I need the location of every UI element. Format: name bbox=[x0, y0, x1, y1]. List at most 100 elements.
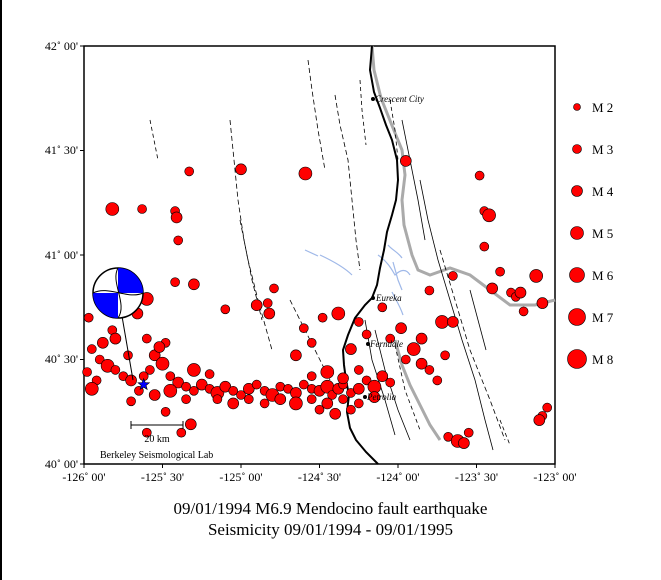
legend-circle-m7 bbox=[568, 308, 586, 326]
event-marker bbox=[181, 381, 191, 392]
event-marker bbox=[250, 299, 263, 312]
label-ferndale: Ferndale bbox=[369, 339, 403, 349]
event-marker bbox=[153, 341, 166, 353]
event-marker bbox=[317, 312, 328, 323]
event-marker bbox=[269, 283, 279, 294]
lat-label-40-30: 40˚ 30' bbox=[45, 352, 78, 366]
credit-label: Berkeley Seismological Lab bbox=[100, 450, 213, 461]
page-edge-rule bbox=[0, 0, 2, 580]
event-marker bbox=[94, 354, 105, 365]
event-marker bbox=[424, 285, 435, 296]
event-marker bbox=[415, 357, 428, 370]
axis-ticks bbox=[80, 45, 556, 468]
legend-label-m4: M 4 bbox=[592, 184, 614, 199]
event-marker bbox=[185, 418, 197, 431]
legend-label-m3: M 3 bbox=[592, 142, 613, 157]
event-marker bbox=[432, 375, 443, 386]
event-marker bbox=[448, 271, 458, 281]
state-border bbox=[370, 45, 556, 307]
event-marker bbox=[263, 307, 276, 320]
event-marker bbox=[160, 406, 171, 417]
lon-label-123-30: -123˚ 30' bbox=[455, 470, 498, 484]
lon-label-123: -123˚ 00' bbox=[533, 470, 576, 484]
event-marker bbox=[479, 241, 490, 252]
event-marker bbox=[82, 367, 92, 377]
event-marker bbox=[536, 297, 549, 309]
event-marker bbox=[227, 397, 239, 410]
event-marker bbox=[243, 382, 255, 395]
event-marker bbox=[361, 375, 372, 386]
event-marker bbox=[458, 437, 470, 449]
event-marker bbox=[290, 349, 302, 362]
event-marker bbox=[274, 393, 287, 406]
event-marker bbox=[377, 302, 388, 313]
legend-circle-m3 bbox=[572, 144, 582, 154]
event-marker bbox=[400, 354, 411, 365]
event-marker bbox=[236, 390, 246, 400]
lat-label-41-30: 41˚ 30' bbox=[45, 143, 78, 157]
place-markers bbox=[363, 97, 375, 399]
event-marker bbox=[181, 394, 191, 405]
event-marker bbox=[435, 315, 449, 329]
event-marker bbox=[399, 155, 412, 167]
lat-label-40: 40˚ 00' bbox=[45, 457, 78, 471]
caption-title: 09/01/1994 M6.9 Mendocino fault earthqua… bbox=[173, 499, 488, 518]
lon-label-126: -126˚ 00' bbox=[62, 470, 105, 484]
event-marker bbox=[306, 394, 317, 405]
event-marker bbox=[352, 382, 365, 395]
event-marker bbox=[306, 337, 317, 348]
event-marker bbox=[329, 407, 342, 420]
event-marker bbox=[176, 427, 187, 438]
label-petrolia: Petrolia bbox=[366, 392, 397, 402]
event-marker bbox=[518, 306, 529, 317]
water-bodies bbox=[304, 244, 411, 316]
event-marker bbox=[189, 385, 199, 396]
event-marker bbox=[173, 235, 183, 246]
event-marker bbox=[187, 363, 201, 377]
legend-label-m6: M 6 bbox=[592, 268, 614, 283]
label-crescent-city: Crescent City bbox=[375, 94, 424, 104]
event-marker bbox=[440, 350, 450, 361]
event-marker bbox=[368, 391, 381, 403]
legend-circle-m2 bbox=[573, 103, 581, 111]
event-marker bbox=[184, 166, 194, 177]
event-marker bbox=[142, 427, 152, 438]
event-marker bbox=[85, 381, 99, 396]
event-marker bbox=[220, 304, 231, 315]
event-marker bbox=[346, 404, 356, 415]
event-marker bbox=[529, 269, 544, 283]
legend-label-m8: M 8 bbox=[592, 352, 613, 367]
event-marker bbox=[353, 317, 364, 327]
lat-label-42: 42˚ 00' bbox=[45, 39, 78, 53]
event-marker bbox=[105, 202, 120, 216]
event-marker bbox=[345, 343, 357, 355]
legend-label-m2: M 2 bbox=[592, 100, 613, 115]
event-marker bbox=[172, 376, 184, 389]
event-marker bbox=[204, 369, 215, 379]
event-marker bbox=[165, 371, 176, 382]
event-marker bbox=[424, 365, 435, 375]
event-marker bbox=[486, 282, 499, 295]
seismicity-map: 42˚ 00' 41˚ 30' 41˚ 00' 40˚ 30' 40˚ 00' … bbox=[45, 39, 614, 484]
event-marker bbox=[306, 371, 317, 382]
event-marker bbox=[320, 365, 335, 379]
lat-label-41: 41˚ 00' bbox=[45, 248, 78, 262]
lon-label-125-30: -125˚ 30' bbox=[141, 470, 184, 484]
earthquake-events bbox=[82, 155, 553, 449]
event-marker bbox=[170, 211, 183, 224]
event-marker bbox=[244, 394, 254, 405]
legend-label-m5: M 5 bbox=[592, 226, 613, 241]
event-marker bbox=[395, 322, 407, 335]
event-marker bbox=[163, 383, 178, 398]
event-marker bbox=[474, 170, 485, 181]
event-marker bbox=[463, 427, 474, 438]
event-marker bbox=[251, 379, 262, 390]
event-marker bbox=[235, 163, 247, 176]
event-marker bbox=[361, 329, 372, 340]
scale-bar bbox=[130, 421, 184, 429]
event-marker bbox=[482, 208, 496, 223]
event-marker bbox=[110, 365, 121, 375]
event-marker bbox=[495, 266, 505, 277]
event-marker bbox=[447, 316, 459, 328]
map-caption: 09/01/1994 M6.9 Mendocino fault earthqua… bbox=[0, 498, 661, 540]
